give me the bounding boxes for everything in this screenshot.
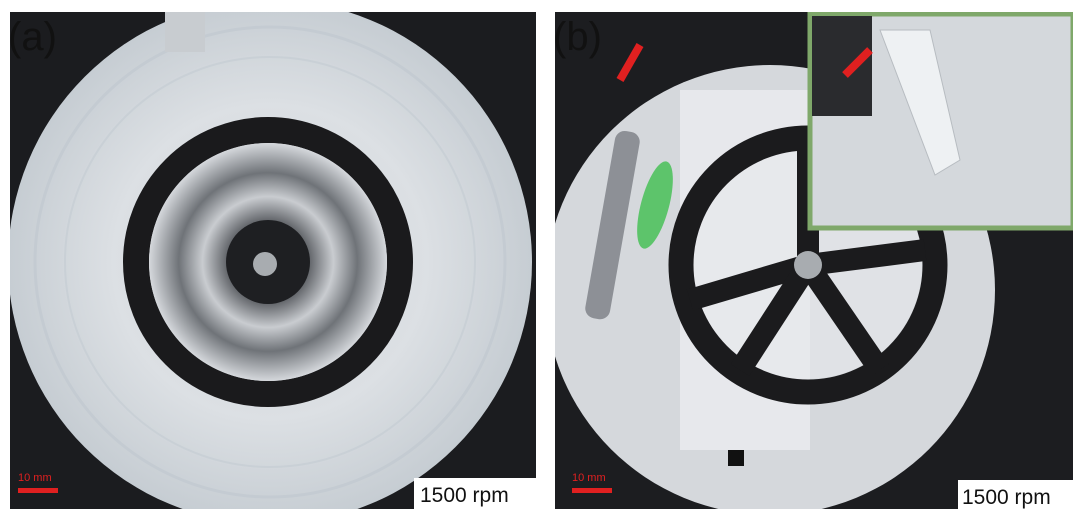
scale-bar xyxy=(18,488,58,493)
photo-a xyxy=(8,0,536,511)
panel-label: (a) xyxy=(8,15,57,59)
page: (a) 10 mm 1500 rpm (b) 10 mm 1500 rpm ((… xyxy=(0,0,1073,511)
speed-label: 1500 rpm xyxy=(962,486,1051,509)
figure: (a) 10 mm 1500 rpm (b) 10 mm 1500 rpm xyxy=(0,0,1073,511)
speed-label: 1500 rpm xyxy=(420,484,509,507)
photo-b xyxy=(545,12,1073,511)
scale-bar-label: 10 mm xyxy=(18,472,52,484)
panel-label: (b) xyxy=(553,15,602,59)
scale-bar-label: 10 mm xyxy=(572,472,606,484)
scale-bar xyxy=(572,488,612,493)
